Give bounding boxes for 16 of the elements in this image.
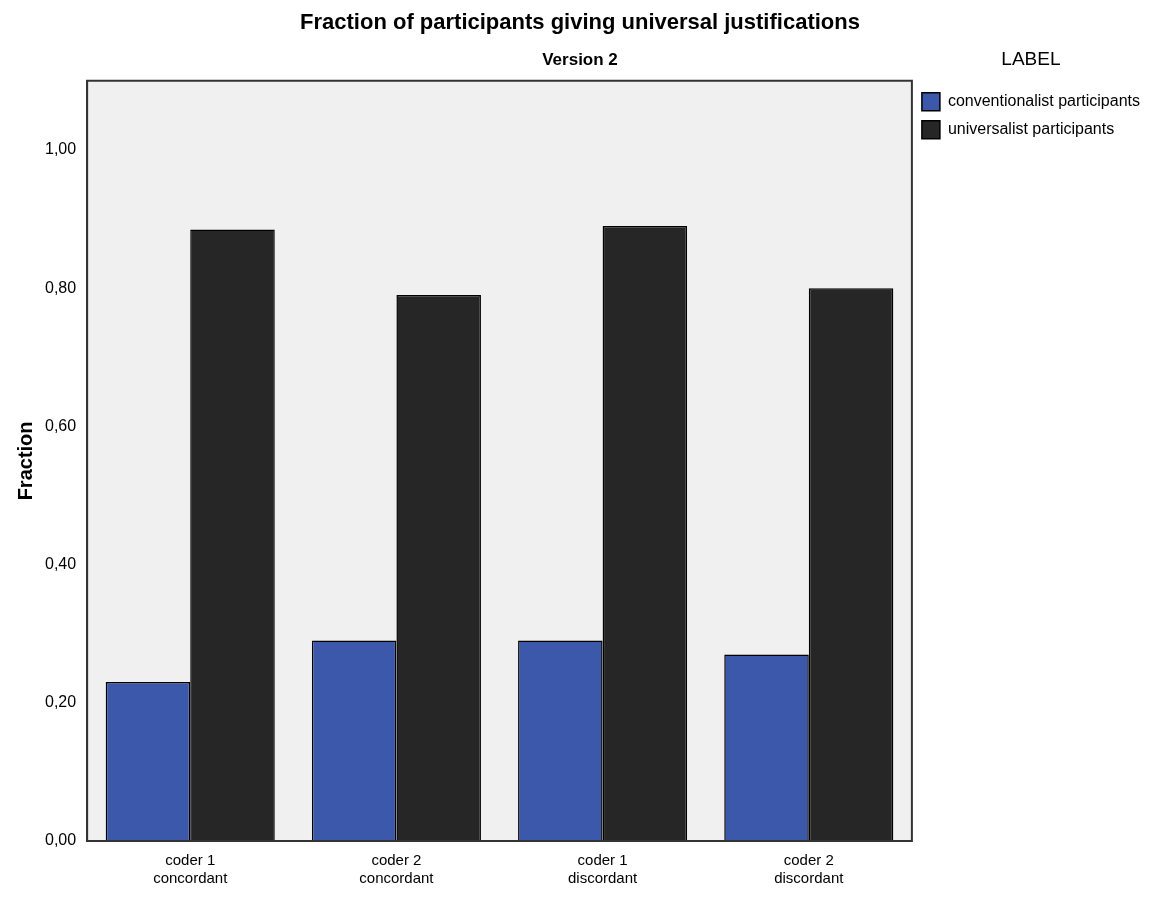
x-tick-label: coder 2 discordant [774, 851, 845, 887]
y-tick-label: 1,00 [45, 140, 77, 158]
y-axis-title: Fraction [13, 421, 36, 501]
legend-label: conventionalist participants [947, 92, 1140, 110]
x-tick-label: coder 1 discordant [568, 851, 639, 887]
y-tick-label: 0,60 [45, 416, 77, 434]
y-tick-label: 0,40 [45, 554, 77, 572]
x-tick-label: coder 1 concordant [153, 851, 229, 887]
y-tick-label: 0,80 [45, 278, 77, 296]
legend-title: LABEL [1001, 47, 1061, 69]
legend-label: universalist participants [947, 120, 1115, 138]
chart-title: Fraction of participants giving universal justifications [300, 9, 860, 35]
chart-subtitle: Version 2 [542, 50, 618, 70]
x-tick-label: coder 2 concordant [359, 851, 435, 887]
y-tick-label: 0,20 [45, 693, 77, 711]
y-tick-label: 0,00 [45, 831, 77, 849]
